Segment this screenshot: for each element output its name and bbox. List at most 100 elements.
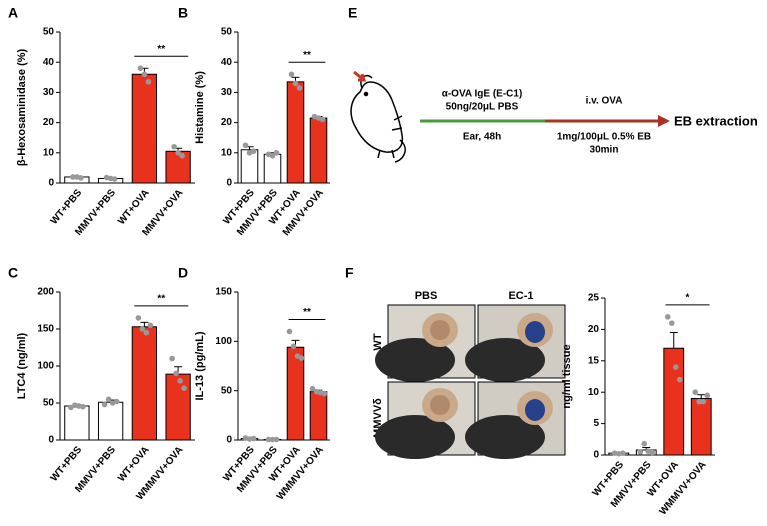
y-tick-label: 30 [43,87,55,98]
data-point [286,328,293,335]
data-point [704,392,711,399]
y-tick-label: 50 [43,398,55,409]
y-tick-label: 20 [588,324,600,335]
data-point [321,390,328,397]
data-point [298,355,305,361]
data-point [173,370,179,377]
data-point [672,364,679,370]
data-point [141,71,148,78]
data-point [242,142,249,149]
y-tick-label: 10 [588,387,600,398]
data-point [175,150,181,156]
y-tick-label: 30 [221,87,233,98]
data-point [637,449,644,455]
y-axis-label: β-Hexosaminidase (%) [16,48,28,166]
data-point [290,343,297,350]
injection-arrow [353,70,367,82]
data-point [296,85,303,91]
bar [663,347,685,456]
y-tick-label: 0 [48,435,54,446]
y-tick-label: 5 [593,418,599,429]
x-tick-label: WT+OVA [116,188,152,227]
bar [165,373,191,441]
y-tick-label: 150 [37,324,54,335]
step2-detail: 1mg/100μL 0.5% EB [557,132,651,143]
data-point [696,398,703,405]
photo-grid [375,304,566,459]
y-tick-label: 100 [37,361,54,372]
y-tick-label: 20 [221,117,233,128]
panel-letter: B [178,5,188,21]
y-axis-label: IL-13 (pg/mL) [194,331,206,400]
step2-detail: 30min [590,145,619,156]
y-tick-label: 15 [588,355,600,366]
photo-column-label: PBS [415,290,438,302]
bar [64,405,90,441]
data-point [137,65,144,72]
bar [286,81,305,184]
data-point [145,79,152,85]
data-point [692,389,699,396]
y-tick-label: 0 [593,450,599,461]
step2-text: i.v. OVA [586,96,623,107]
data-point [649,449,656,456]
data-point [700,398,707,405]
data-point [319,116,326,123]
photo-column-label: EC-1 [508,290,533,302]
data-point [273,150,280,156]
data-point [80,403,86,410]
y-tick-label: 150 [215,287,232,298]
data-point [668,320,675,326]
panel-letter: E [348,5,357,21]
y-tick-label: 200 [37,287,54,298]
y-tick-label: 0 [48,178,54,189]
data-point [269,153,276,159]
data-point [143,329,150,336]
data-point [105,396,112,403]
x-tick-label: WT+OVA [116,445,152,484]
data-point [309,385,316,392]
panel-letter: A [8,5,18,21]
y-tick-label: 40 [43,57,55,68]
x-tick-label: WT+PBS [49,187,85,226]
bar [131,73,158,184]
y-tick-label: 10 [43,147,55,158]
step1-text: α-OVA IgE (E-C1) [442,89,523,100]
data-point [171,143,177,150]
data-point [135,315,142,321]
data-point [292,80,299,87]
data-point [619,450,626,456]
data-point [70,174,76,180]
y-tick-label: 50 [43,27,55,38]
significance-label: ** [157,294,165,305]
data-point [181,385,187,392]
bar [165,150,191,184]
data-point [288,71,295,78]
data-point [250,435,257,442]
bar [690,397,712,456]
step1-text: 50ng/20μL PBS [446,102,519,113]
data-point [78,175,84,181]
photo-row-label: WT [372,333,384,350]
x-tick-label: WT+PBS [49,444,85,483]
bar [97,401,124,441]
data-point [101,401,108,408]
y-tick-label: 0 [226,178,232,189]
bar [286,346,305,441]
data-point [113,398,120,405]
y-tick-label: 0 [226,435,232,446]
significance-label: ** [303,50,311,61]
data-point [265,436,272,443]
data-point [250,148,257,155]
data-point [111,176,118,182]
y-tick-label: 50 [221,385,233,396]
data-point [147,322,154,329]
data-point [641,440,648,447]
bar [131,326,158,441]
data-point [169,355,175,362]
y-axis-label: LTC4 (ng/ml) [16,332,28,399]
bar [309,117,328,184]
bar [309,391,328,441]
y-tick-label: 100 [215,336,232,347]
panel-letter: F [345,265,354,281]
